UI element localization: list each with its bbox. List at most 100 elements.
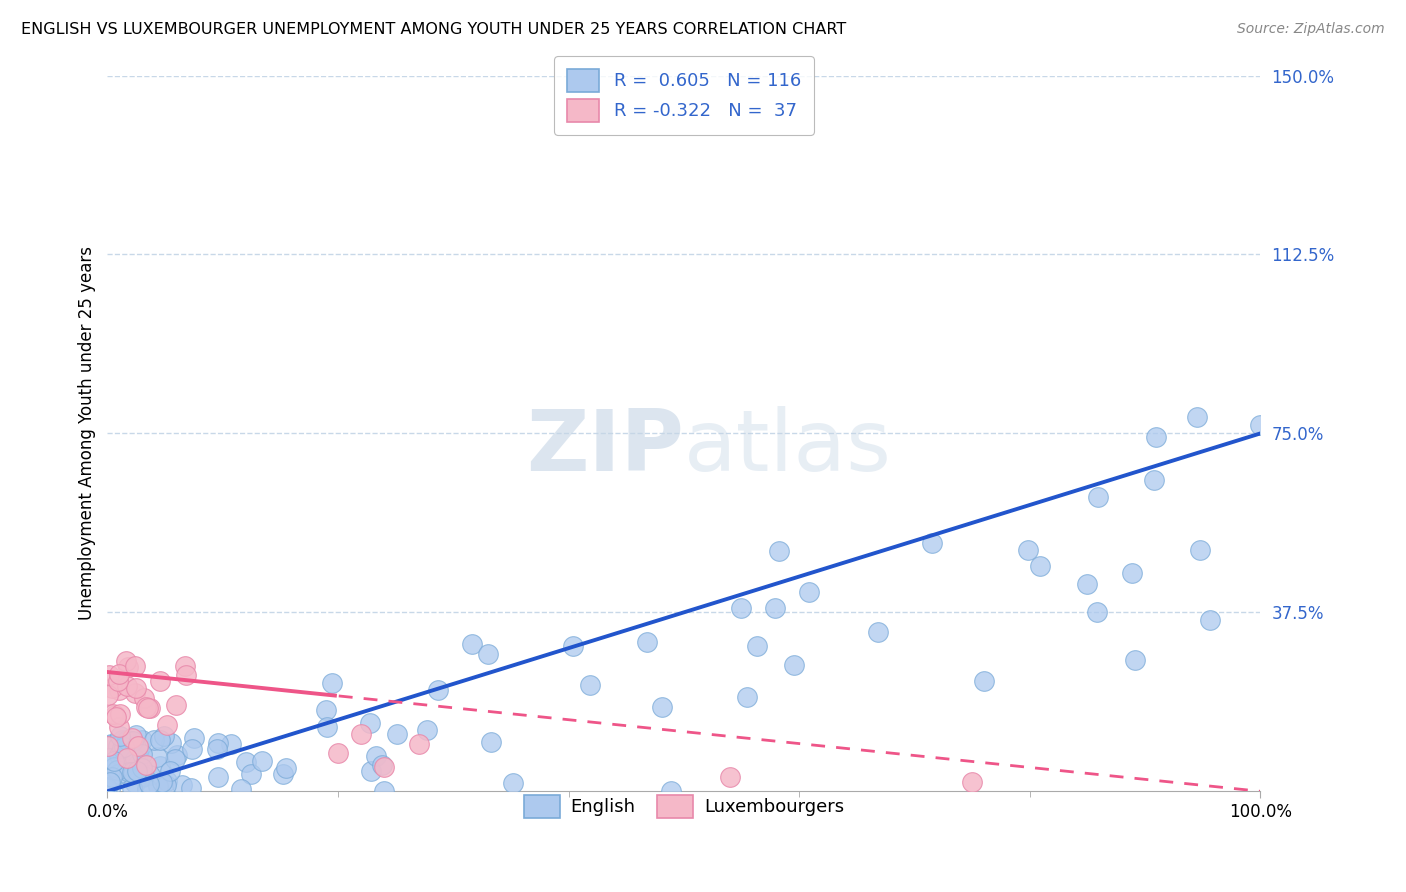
Point <box>636 635 658 649</box>
Point <box>1123 653 1146 667</box>
Point <box>159 764 181 778</box>
Y-axis label: Unemployment Among Youth under 25 years: Unemployment Among Youth under 25 years <box>79 246 96 621</box>
Point <box>127 739 149 753</box>
Point <box>235 755 257 769</box>
Point <box>124 776 146 790</box>
Point <box>148 779 170 793</box>
Point <box>108 729 131 743</box>
Point <box>163 752 186 766</box>
Point <box>118 745 141 759</box>
Point <box>121 731 143 746</box>
Point <box>125 681 148 695</box>
Point <box>105 763 128 777</box>
Point <box>107 674 129 689</box>
Point <box>1198 613 1220 627</box>
Point <box>921 535 943 549</box>
Point <box>316 721 339 735</box>
Point <box>659 784 682 798</box>
Point <box>127 758 149 772</box>
Point <box>359 716 381 731</box>
Point <box>973 673 995 688</box>
Point <box>385 727 408 741</box>
Point <box>118 764 141 779</box>
Point <box>131 761 153 775</box>
Point <box>101 681 124 695</box>
Point <box>321 676 343 690</box>
Point <box>730 601 752 615</box>
Point <box>108 707 131 722</box>
Point <box>115 654 138 668</box>
Point <box>97 739 120 754</box>
Point <box>373 784 395 798</box>
Point <box>98 668 121 682</box>
Point <box>111 741 134 756</box>
Point <box>1029 558 1052 573</box>
Point <box>100 738 122 752</box>
Point <box>274 761 297 775</box>
Point <box>124 685 146 699</box>
Point <box>124 752 146 766</box>
Point <box>160 736 183 750</box>
Point <box>150 775 173 789</box>
Point <box>427 683 450 698</box>
Text: ZIP: ZIP <box>526 406 683 489</box>
Text: Source: ZipAtlas.com: Source: ZipAtlas.com <box>1237 22 1385 37</box>
Point <box>250 754 273 768</box>
Point <box>651 700 673 714</box>
Legend: English, Luxembourgers: English, Luxembourgers <box>516 788 852 825</box>
Point <box>156 773 179 788</box>
Point <box>1188 543 1211 558</box>
Point <box>783 657 806 672</box>
Point <box>350 727 373 741</box>
Point <box>273 766 295 780</box>
Point <box>139 701 162 715</box>
Point <box>103 754 125 768</box>
Point <box>101 770 124 784</box>
Point <box>408 737 430 751</box>
Point <box>1121 566 1143 581</box>
Point <box>231 781 253 796</box>
Point <box>1249 418 1271 433</box>
Point <box>1144 430 1167 444</box>
Point <box>117 679 139 693</box>
Point <box>135 758 157 772</box>
Point <box>132 770 155 784</box>
Point <box>132 690 155 705</box>
Point <box>562 640 585 654</box>
Point <box>128 750 150 764</box>
Point <box>112 739 135 754</box>
Point <box>1076 577 1098 591</box>
Point <box>122 765 145 780</box>
Point <box>107 720 129 734</box>
Point <box>461 637 484 651</box>
Point <box>108 667 131 681</box>
Point <box>797 585 820 599</box>
Point <box>219 737 242 751</box>
Point <box>360 764 382 778</box>
Point <box>107 739 129 754</box>
Point <box>107 766 129 780</box>
Point <box>97 751 120 765</box>
Point <box>142 733 165 747</box>
Point <box>117 750 139 764</box>
Point <box>373 760 395 774</box>
Point <box>1017 542 1039 557</box>
Point <box>138 776 160 790</box>
Point <box>155 778 177 792</box>
Point <box>117 733 139 747</box>
Point <box>149 759 172 773</box>
Point <box>98 775 121 789</box>
Point <box>763 601 786 615</box>
Point <box>121 734 143 748</box>
Point <box>1185 409 1208 424</box>
Point <box>111 733 134 747</box>
Point <box>135 782 157 797</box>
Point <box>960 774 983 789</box>
Point <box>138 768 160 782</box>
Point <box>118 753 141 767</box>
Point <box>768 544 790 558</box>
Point <box>124 658 146 673</box>
Point <box>153 729 176 743</box>
Point <box>103 760 125 774</box>
Point <box>165 698 187 712</box>
